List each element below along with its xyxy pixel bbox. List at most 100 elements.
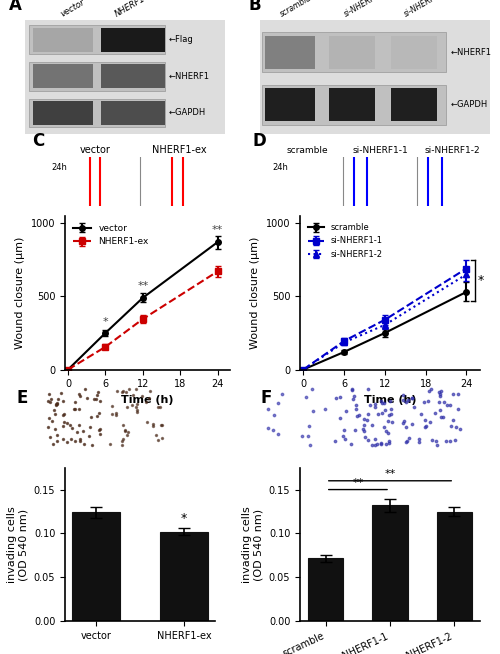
Point [384, 428, 392, 439]
Text: B: B [248, 0, 261, 14]
Point [44, 396, 52, 406]
Point [60, 410, 68, 421]
Point [58, 421, 66, 432]
Point [350, 390, 358, 401]
Point [446, 400, 454, 411]
Y-axis label: invading cells
(OD 540 nm): invading cells (OD 540 nm) [242, 506, 263, 583]
Point [408, 393, 416, 404]
Point [88, 440, 96, 451]
X-axis label: Time (h): Time (h) [121, 395, 174, 405]
Point [85, 431, 93, 441]
Point [399, 389, 407, 400]
Text: 24h: 24h [52, 163, 68, 172]
Point [44, 422, 52, 433]
Point [382, 438, 390, 449]
Point [48, 394, 56, 404]
Point [340, 425, 348, 436]
Point [93, 390, 101, 400]
Point [440, 397, 448, 407]
Point [79, 426, 87, 436]
Point [356, 409, 364, 420]
Point [63, 418, 71, 428]
Point [378, 408, 386, 419]
Point [424, 396, 432, 406]
Point [382, 426, 390, 436]
Bar [101, 64, 165, 88]
Point [436, 389, 444, 400]
Text: vector: vector [80, 145, 110, 155]
Point [76, 434, 84, 444]
Point [381, 405, 389, 415]
Point [306, 440, 314, 451]
Point [404, 436, 411, 446]
Bar [101, 101, 165, 125]
Point [118, 419, 126, 430]
Point [158, 420, 166, 430]
Point [338, 430, 346, 441]
Point [400, 418, 407, 428]
Point [377, 438, 385, 449]
Point [442, 436, 450, 446]
Point [274, 398, 282, 409]
Point [421, 415, 429, 425]
Bar [308, 558, 344, 621]
Y-axis label: Wound closure (μm): Wound closure (μm) [15, 237, 25, 349]
Text: scramble: scramble [286, 146, 328, 155]
Point [59, 396, 67, 406]
Point [388, 417, 396, 427]
Bar [33, 27, 93, 52]
Point [385, 436, 393, 447]
Point [364, 385, 372, 395]
Point [83, 392, 91, 403]
Point [149, 419, 157, 429]
Point [106, 438, 114, 449]
Point [52, 399, 60, 409]
Point [121, 425, 129, 436]
Point [270, 409, 278, 420]
Bar [264, 35, 315, 69]
Point [278, 388, 286, 399]
Point [62, 437, 70, 447]
Point [150, 421, 158, 432]
Point [134, 398, 141, 409]
Point [144, 417, 152, 428]
Text: si-NHERF1-1: si-NHERF1-1 [352, 146, 408, 155]
Point [66, 420, 74, 430]
Point [82, 383, 90, 394]
Text: **: ** [212, 226, 223, 235]
Point [364, 435, 372, 445]
Point [410, 402, 418, 412]
X-axis label: Time (h): Time (h) [364, 395, 416, 405]
Point [80, 439, 88, 449]
Point [68, 422, 76, 433]
Point [360, 432, 368, 442]
Point [309, 405, 317, 416]
Text: NHERF1-ex: NHERF1-ex [152, 145, 207, 155]
Point [454, 404, 462, 415]
Point [360, 420, 368, 430]
Point [414, 434, 422, 444]
Point [308, 383, 316, 394]
Point [436, 386, 444, 396]
Point [157, 420, 165, 430]
Point [378, 398, 386, 408]
Text: scramble: scramble [278, 0, 314, 18]
Point [386, 404, 394, 414]
Point [118, 440, 126, 451]
Text: si-NHERF1-2: si-NHERF1-2 [402, 0, 448, 18]
Point [420, 397, 428, 407]
Bar [391, 88, 437, 122]
Point [426, 417, 434, 427]
Point [456, 424, 464, 434]
Point [304, 431, 312, 441]
Point [302, 391, 310, 402]
Point [450, 435, 458, 445]
Point [426, 386, 434, 396]
Bar [391, 35, 437, 69]
Point [54, 398, 62, 409]
Point [92, 411, 100, 421]
Point [94, 387, 102, 397]
Point [408, 419, 416, 430]
Point [305, 421, 313, 431]
Point [92, 394, 100, 404]
